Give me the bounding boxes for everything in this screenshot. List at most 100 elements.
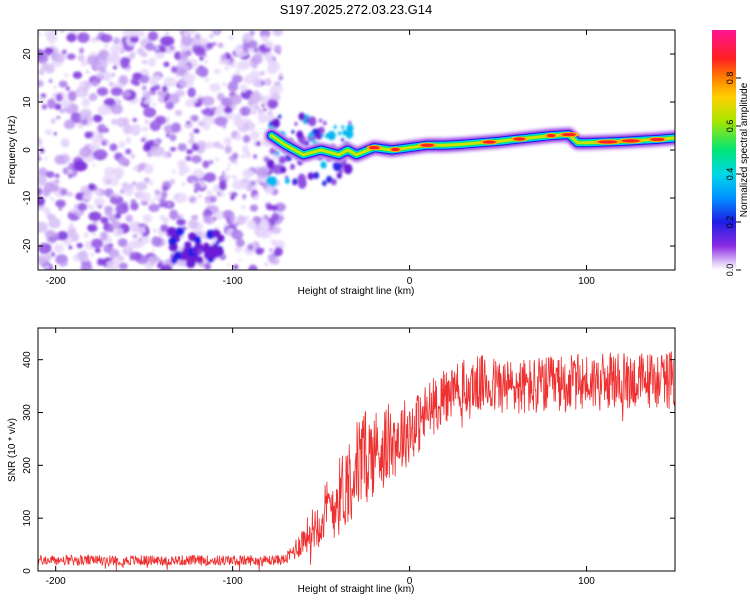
noise-blob [246, 186, 253, 192]
noise-blob [213, 68, 221, 75]
noise-blob [68, 222, 74, 229]
noise-blob [53, 131, 57, 136]
noise-blob [60, 138, 70, 146]
noise-blob [256, 167, 269, 178]
noise-blob [249, 204, 259, 212]
noise-blob [120, 56, 131, 65]
noise-blob [187, 138, 195, 145]
noise-cluster-blob [196, 256, 204, 264]
noise-blob [177, 159, 187, 167]
noise-blob [217, 191, 221, 196]
noise-blob [189, 135, 195, 140]
noise-blob [155, 46, 160, 51]
noise-blob [242, 193, 247, 198]
noise-blob [125, 136, 132, 144]
noise-blob [177, 143, 187, 152]
noise-blob [46, 98, 56, 110]
noise-blob [236, 215, 247, 226]
noise-blob [154, 196, 159, 200]
onset-blob [278, 155, 286, 165]
noise-blob [222, 171, 225, 175]
noise-blob [191, 155, 202, 164]
noise-blob [262, 108, 267, 112]
noise-blob [115, 203, 129, 214]
noise-blob [129, 251, 142, 261]
noise-blob [214, 30, 219, 34]
carrier-band-layer [270, 133, 675, 157]
noise-blob [38, 68, 45, 76]
colorbar-gradient [712, 30, 736, 270]
noise-blob [187, 219, 199, 230]
noise-blob [186, 175, 199, 184]
noise-blob [117, 238, 128, 247]
noise-blob [118, 262, 128, 270]
noise-blob [89, 143, 100, 151]
noise-blob [82, 193, 93, 201]
noise-blob [53, 85, 58, 90]
noise-blob [183, 72, 196, 84]
noise-blob [38, 167, 48, 177]
snr-y-ticks: 0 100 200 300 400 [22, 351, 675, 574]
noise-blob [205, 141, 214, 149]
noise-blob [231, 229, 244, 240]
noise-blob [99, 231, 108, 241]
noise-blob [248, 39, 258, 50]
noise-cluster-blob [185, 258, 196, 269]
noise-blob [219, 60, 223, 65]
noise-blob [142, 143, 152, 152]
noise-blob [72, 71, 83, 79]
noise-blob [116, 117, 126, 128]
noise-blob [77, 202, 88, 212]
noise-blob [257, 112, 268, 124]
noise-blob [139, 74, 150, 84]
noise-cluster-blob [214, 247, 225, 257]
noise-blob [38, 196, 46, 207]
noise-blob [152, 228, 158, 233]
noise-blob [274, 246, 283, 257]
colorbar-ticks: 0.0 0.2 0.4 0.6 0.8 [725, 72, 741, 276]
noise-blob [117, 230, 123, 235]
noise-blob [181, 182, 186, 187]
snr-x-tick-label: 0 [407, 576, 413, 587]
onset-blob [345, 129, 354, 139]
noise-blob [160, 35, 175, 47]
noise-blob [278, 210, 284, 216]
noise-blob [249, 70, 260, 81]
noise-blob [56, 230, 69, 241]
noise-blob [87, 183, 96, 191]
noise-blob [232, 179, 244, 191]
onset-blob [313, 171, 320, 179]
noise-blob [209, 82, 221, 92]
noise-blob [97, 104, 112, 116]
noise-blob [228, 34, 234, 41]
noise-blob [166, 201, 172, 207]
noise-blob [58, 80, 68, 88]
noise-blob [213, 141, 221, 149]
noise-blob [199, 180, 206, 188]
noise-blob [99, 75, 105, 80]
noise-blob [203, 59, 209, 64]
spectrogram-x-tick-label: 100 [578, 276, 595, 287]
onset-blob [307, 172, 314, 180]
noise-blob [140, 138, 146, 142]
snr-y-tick-label: 300 [22, 404, 33, 421]
colorbar-tick-label: 0.8 [725, 72, 735, 85]
noise-blob [90, 238, 104, 249]
noise-blob [202, 160, 210, 169]
noise-blob [230, 63, 236, 69]
noise-blob [89, 117, 94, 122]
carrier-hotspot [597, 140, 618, 144]
noise-blob [261, 35, 269, 43]
noise-blob [131, 123, 142, 135]
spectrogram-x-tick-label: 0 [407, 276, 413, 287]
onset-blob [291, 129, 295, 134]
onset-blob [320, 161, 327, 169]
noise-blob [41, 62, 49, 71]
noise-blob [190, 114, 199, 122]
noise-blob [147, 57, 157, 68]
noise-blob [60, 261, 68, 267]
noise-blob [251, 63, 259, 69]
noise-blob [239, 106, 252, 117]
noise-blob [147, 180, 154, 186]
noise-blob [130, 201, 139, 211]
